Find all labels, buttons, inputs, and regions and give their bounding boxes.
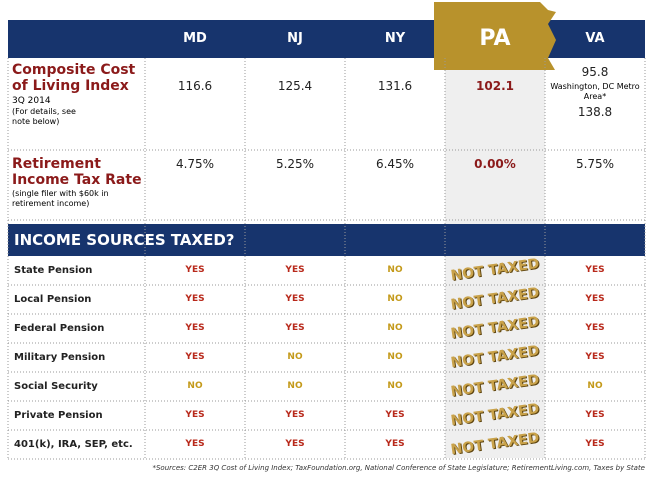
- cost-title: Composite Cost of Living Index: [12, 62, 136, 94]
- status: NO: [387, 294, 403, 304]
- cost-note: (For details, see note below): [12, 107, 76, 126]
- status: NO: [587, 381, 603, 391]
- status: NO: [387, 323, 403, 333]
- status: YES: [585, 352, 605, 362]
- cost-value: 125.4: [277, 79, 313, 93]
- cost-value: 102.1: [476, 79, 514, 93]
- cost-value: 131.6: [377, 79, 413, 93]
- status: NO: [187, 381, 203, 391]
- source-name: 401(k), IRA, SEP, etc.: [14, 439, 133, 450]
- tax-value: 4.75%: [175, 157, 215, 171]
- status: YES: [185, 352, 205, 362]
- status: NO: [387, 381, 403, 391]
- banner-text: INCOME SOURCES TAXED?: [14, 231, 235, 249]
- status: NO: [387, 352, 403, 362]
- tax-value: 0.00%: [474, 157, 516, 171]
- status: NO: [287, 352, 303, 362]
- footnote: *Sources: C2ER 3Q Cost of Living Index; …: [152, 464, 645, 472]
- source-name: Military Pension: [14, 352, 106, 363]
- status: YES: [185, 323, 205, 333]
- status: YES: [285, 294, 305, 304]
- source-name: Social Security: [14, 381, 98, 392]
- status: YES: [385, 410, 405, 420]
- tax-value: 5.75%: [575, 157, 615, 171]
- status: YES: [585, 410, 605, 420]
- status: YES: [285, 439, 305, 449]
- column-header: NJ: [287, 31, 303, 46]
- status: YES: [585, 265, 605, 275]
- pa-state-shape: [434, 2, 556, 70]
- status: YES: [585, 294, 605, 304]
- status: NO: [387, 265, 403, 275]
- tax-value: 5.25%: [275, 157, 315, 171]
- status: YES: [385, 439, 405, 449]
- status: YES: [185, 410, 205, 420]
- status: YES: [285, 265, 305, 275]
- cost-value: 95.8: [581, 65, 609, 79]
- cost-value: 116.6: [177, 79, 213, 93]
- status: YES: [185, 265, 205, 275]
- va-extra-label: Washington, DC Metro Area*: [550, 82, 640, 101]
- column-header: PA: [479, 26, 511, 51]
- column-header: MD: [183, 31, 207, 46]
- column-header: NY: [384, 31, 406, 46]
- banner-bar: [8, 224, 645, 256]
- status: YES: [185, 439, 205, 449]
- column-header: VA: [585, 31, 605, 46]
- source-name: State Pension: [14, 265, 93, 276]
- status: NO: [287, 381, 303, 391]
- tax-note: (single filer with $60k in retirement in…: [12, 189, 109, 208]
- source-name: Private Pension: [14, 410, 103, 421]
- source-name: Federal Pension: [14, 323, 105, 334]
- cost-period: 3Q 2014: [12, 96, 51, 106]
- grid: [7, 58, 646, 460]
- status: YES: [285, 323, 305, 333]
- status: YES: [185, 294, 205, 304]
- tax-value: 6.45%: [375, 157, 415, 171]
- source-name: Local Pension: [14, 294, 92, 305]
- tax-title: Retirement Income Tax Rate: [12, 156, 142, 188]
- status: YES: [585, 323, 605, 333]
- status: YES: [585, 439, 605, 449]
- va-extra-value: 138.8: [577, 105, 613, 119]
- pa-column-shade: [445, 58, 545, 458]
- status: YES: [285, 410, 305, 420]
